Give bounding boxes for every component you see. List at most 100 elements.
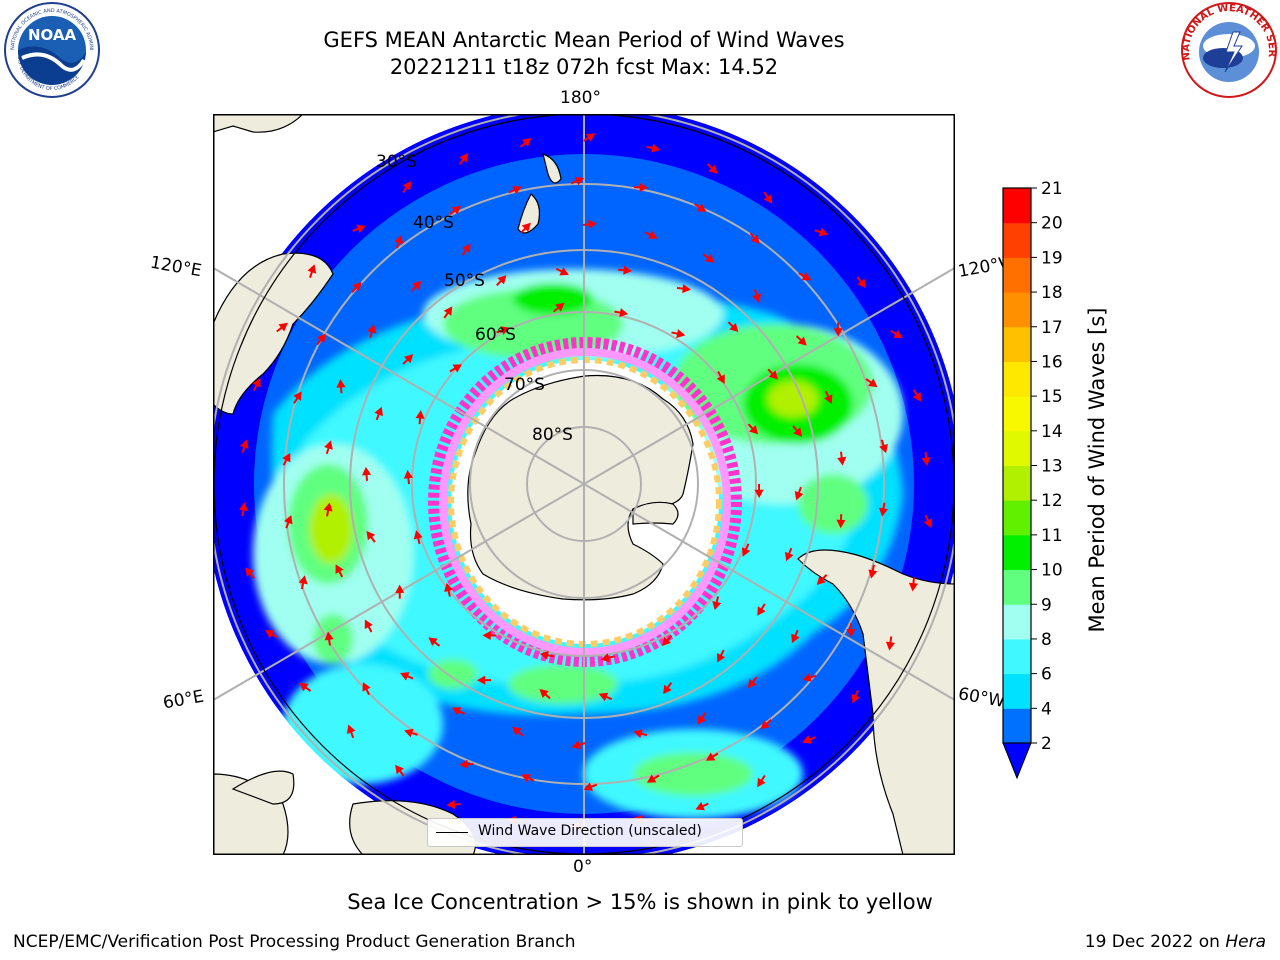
wave-arrow-head — [857, 278, 867, 289]
colorbar: 2 4 6 8 9 10 11 12 13 14 15 16 17 18 19 20 21 — [1002, 180, 1063, 780]
wave-arrow-head — [335, 564, 344, 574]
wave-arrow-head — [754, 489, 764, 499]
wave-arrow-head — [921, 457, 931, 466]
wave-arrow-head — [497, 275, 507, 285]
wave-arrow-head — [760, 720, 770, 730]
colorbar-tick-label: 11 — [1041, 526, 1063, 546]
noaa-wordmark: NOAA — [28, 26, 77, 44]
colorbar-block — [1003, 708, 1031, 744]
colorbar-tick-label: 4 — [1041, 699, 1052, 719]
colorbar-label: Mean Period of Wind Waves [s] — [1085, 307, 1109, 633]
colorbar-block — [1003, 257, 1031, 293]
wave-arrow-head — [459, 759, 468, 769]
land-masses — [213, 114, 955, 855]
lat-label-30s: 30°S — [376, 152, 417, 172]
wave-arrow-head — [696, 203, 707, 213]
forecast-subtitle: 20221211 t18z 072h fcst Max: 14.52 — [389, 55, 779, 79]
colorbar-tick-label: 14 — [1041, 422, 1063, 442]
wave-arrow-head — [539, 650, 549, 660]
wave-arrow-head — [238, 502, 248, 512]
wave-arrow-head — [317, 333, 326, 343]
colorbar-tick-label: 9 — [1041, 595, 1052, 615]
colorbar-tick-label: 13 — [1041, 457, 1063, 477]
colorbar-tick-label: 8 — [1041, 630, 1052, 650]
lat-label-50s: 50°S — [444, 271, 485, 291]
colorbar-block — [1003, 430, 1031, 466]
wave-arrow-head — [299, 682, 309, 692]
wave-arrow-head — [443, 306, 453, 316]
credit-line: NCEP/EMC/Verification Post Processing Pr… — [13, 932, 576, 952]
wave-arrow-head — [265, 630, 275, 639]
wave-arrow-head — [451, 205, 462, 215]
wave-arrow-head — [885, 641, 895, 651]
lon-label-60e: 60°E — [161, 686, 206, 714]
wave-arrow-head — [452, 364, 463, 373]
wave-arrow-head — [367, 324, 377, 334]
colorbar-block — [1003, 638, 1031, 675]
wave-arrow-head — [837, 456, 847, 466]
wave-arrow-head — [428, 637, 438, 647]
wave-arrow-head — [833, 328, 843, 337]
colorbar-tick-label: 6 — [1041, 665, 1052, 685]
wave-arrow-head — [712, 600, 722, 611]
wave-arrow-head — [500, 326, 510, 335]
wave-arrow-head — [482, 630, 491, 641]
wave-arrow-head — [791, 633, 800, 644]
wave-arrow-head — [324, 440, 333, 450]
wave-arrow-head — [816, 575, 826, 586]
wave-arrow-head — [729, 322, 739, 333]
wave-arrow-head — [539, 689, 549, 698]
wave-arrow-head — [415, 410, 425, 419]
wave-arrow-head — [794, 490, 804, 501]
lon-label-120e: 120°E — [148, 252, 204, 282]
wave-arrow-head — [717, 652, 726, 663]
wave-arrow-head — [801, 272, 812, 281]
wave-arrow-head — [633, 729, 643, 739]
wave-arrow-head — [716, 374, 725, 384]
lat-label-80s: 80°S — [532, 425, 573, 445]
colorbar-block — [1003, 188, 1031, 224]
wind-wave-arrows — [238, 133, 933, 831]
wave-arrow-head — [639, 182, 649, 192]
wave-arrow-head — [521, 222, 531, 232]
lat-label-60s: 60°S — [475, 325, 516, 345]
lat-label-40s: 40°S — [413, 213, 454, 233]
wave-arrow-head — [278, 322, 288, 332]
wave-arrow-head — [293, 391, 302, 401]
colorbar-block — [1003, 222, 1031, 258]
wave-arrow-head — [588, 219, 597, 229]
date-line: 19 Dec 2022 on Hera — [1084, 932, 1266, 952]
wave-arrow-head — [400, 672, 410, 681]
map-legend: Wind Wave Direction (unscaled) — [427, 818, 743, 847]
wave-arrow-head — [705, 254, 715, 263]
lat-label-70s: 70°S — [504, 375, 545, 395]
wave-arrow-head — [362, 682, 371, 692]
wave-arrow-head — [682, 284, 691, 294]
wave-arrow-head — [912, 392, 922, 402]
wave-arrow-head — [395, 764, 404, 775]
wave-arrow-head — [324, 631, 334, 641]
wave-arrow-head — [412, 280, 422, 290]
wave-arrow-head — [402, 181, 412, 191]
wave-arrow-head — [695, 801, 705, 811]
wave-arrow-head — [394, 234, 404, 245]
wave-arrow-head — [282, 452, 291, 463]
wave-arrow-head — [446, 799, 456, 810]
wave-arrow-head — [521, 774, 531, 783]
colorbar-tick-label: 2 — [1041, 734, 1052, 754]
chart-title: GEFS MEAN Antarctic Mean Period of Wind … — [323, 28, 845, 52]
wave-arrow-head — [252, 377, 261, 388]
wave-arrow-head — [793, 427, 803, 437]
wave-arrow-head — [802, 673, 812, 682]
colorbar-block — [1003, 569, 1031, 605]
wave-arrow-head — [512, 185, 522, 195]
wave-arrow-head — [750, 234, 760, 244]
wave-arrow-head — [868, 378, 878, 388]
wave-arrow-head — [648, 230, 658, 239]
wave-arrow-head — [444, 582, 453, 593]
sea-ice-note: Sea Ice Concentration > 15% is shown in … — [347, 890, 933, 914]
colorbar-block — [1003, 361, 1031, 397]
wave-arrow-head — [403, 469, 413, 479]
legend-label: Wind Wave Direction (unscaled) — [478, 823, 702, 839]
wave-arrow-head — [600, 653, 610, 663]
